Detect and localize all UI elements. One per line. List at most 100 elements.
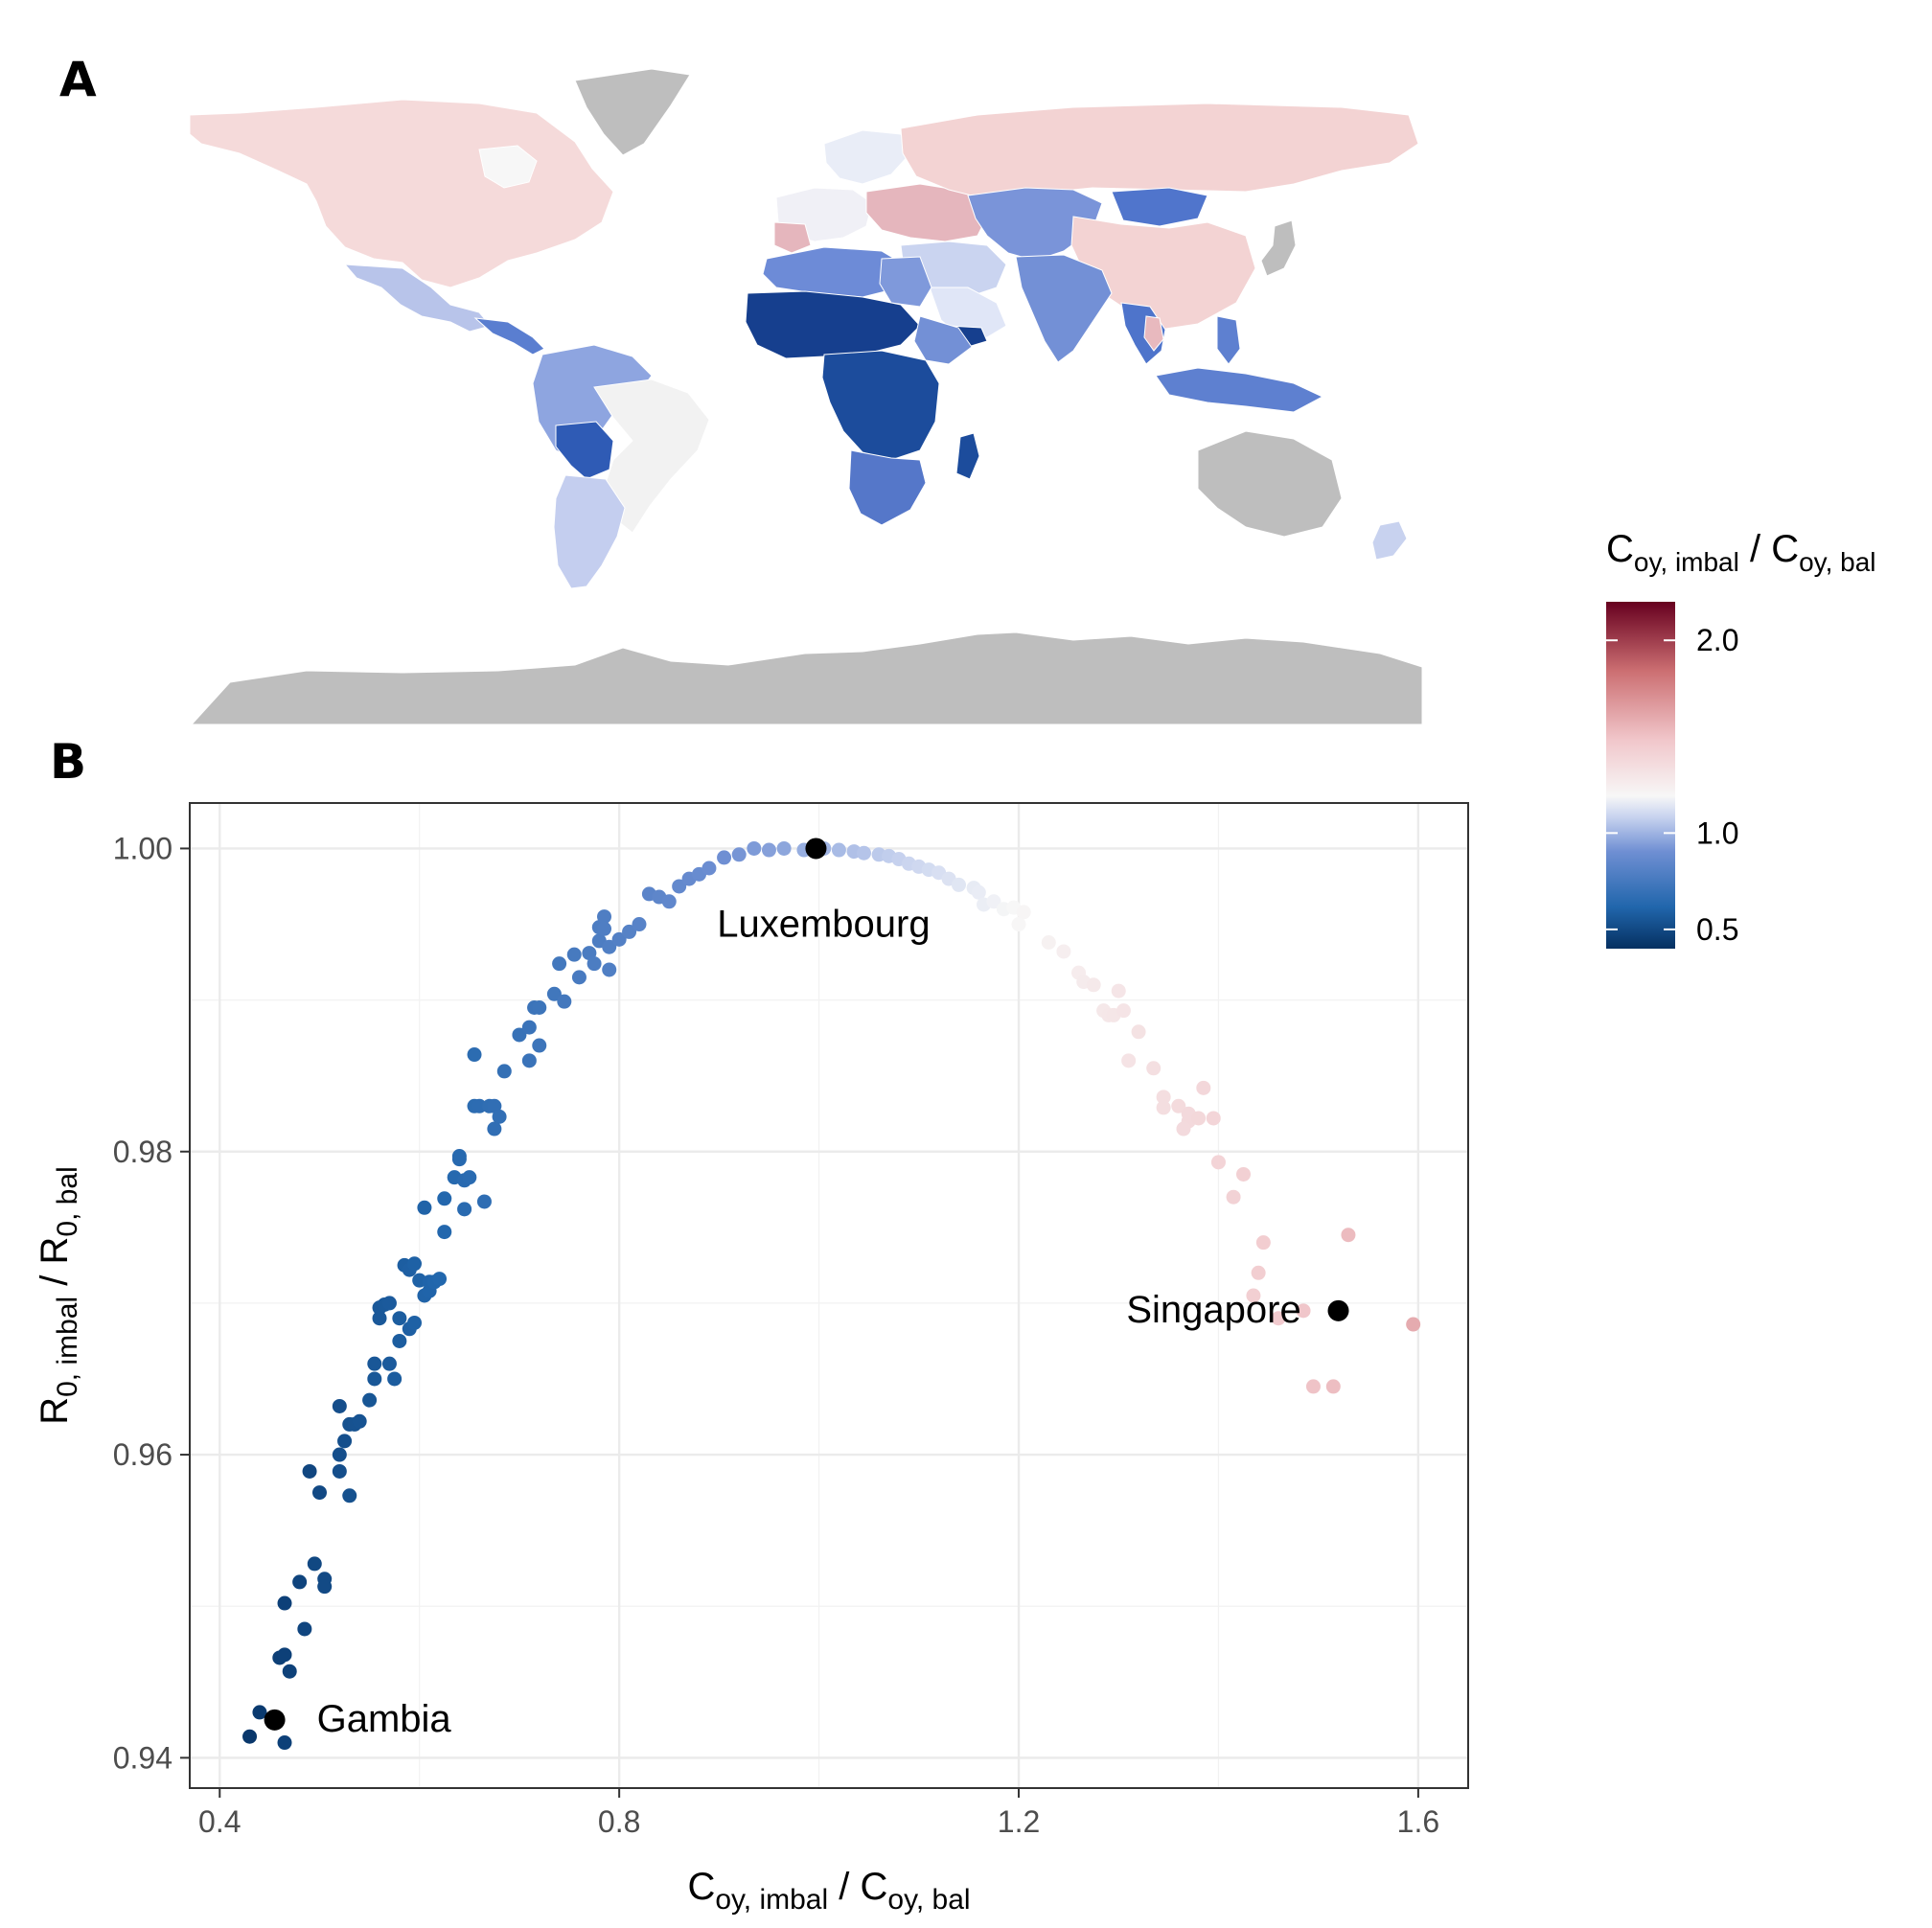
x-axis-title-sub1: oy, imbal (715, 1884, 828, 1916)
data-point (362, 1392, 378, 1408)
x-tick-label: 1.2 (998, 1804, 1040, 1839)
data-point (372, 1311, 387, 1326)
data-point (597, 921, 612, 936)
data-point (731, 847, 747, 862)
data-point (406, 1256, 422, 1272)
data-point (532, 1000, 547, 1016)
data-point (381, 1356, 397, 1371)
data-point (432, 1272, 448, 1287)
map-region-philippines (1216, 315, 1241, 365)
data-point (451, 1152, 467, 1167)
data-point (392, 1333, 407, 1348)
map-region-mexico (343, 264, 492, 333)
map-region-bolivia (555, 421, 614, 480)
panel-b-label: B (50, 734, 86, 790)
data-point (406, 1315, 422, 1330)
map-region-egypt (879, 256, 932, 308)
x-axis-title-main: C (687, 1866, 715, 1908)
y-axis-title-sub2: 0, bal (52, 1166, 83, 1236)
map-region-indonesia (1155, 367, 1324, 413)
map-region-scandinavia (823, 129, 911, 185)
data-point (1016, 905, 1031, 920)
scatter-plot: Gambia Luxembourg Singapore 0.4 0.8 1.2 1.6 0… (34, 802, 1469, 1916)
data-point (487, 1121, 502, 1136)
data-point (546, 986, 562, 1001)
data-point (282, 1664, 297, 1679)
color-legend: Coy, imbal / Coy, bal 2.0 1.0 0.5 (1606, 528, 1876, 949)
data-point (552, 956, 567, 972)
y-tick-label: 0.96 (113, 1437, 172, 1472)
data-point (1251, 1265, 1266, 1280)
data-point (521, 1020, 537, 1035)
data-point (521, 1053, 537, 1068)
data-point (242, 1729, 258, 1744)
x-tick-label: 0.4 (198, 1804, 241, 1839)
data-point (702, 861, 717, 876)
x-tick-label: 1.6 (1397, 1804, 1439, 1839)
data-points (242, 840, 1421, 1751)
map-region-south-asia (1015, 254, 1113, 363)
data-point (856, 845, 871, 861)
data-point (632, 917, 647, 932)
data-point (332, 1398, 347, 1413)
data-point (1056, 944, 1071, 959)
map-region-new-zealand (1371, 520, 1408, 561)
data-point (307, 1556, 322, 1572)
data-point (472, 1098, 487, 1113)
data-point (1116, 1003, 1131, 1019)
data-point (277, 1735, 292, 1751)
highlighted-points: Gambia Luxembourg Singapore (264, 838, 1349, 1740)
data-point (277, 1647, 292, 1663)
data-point (571, 970, 586, 985)
x-tick-label: 0.8 (598, 1804, 640, 1839)
data-point (1341, 1228, 1356, 1243)
panel-a-label: A (59, 52, 97, 107)
data-point (476, 1194, 492, 1209)
data-point (317, 1579, 333, 1595)
legend-title-main: C (1606, 528, 1634, 570)
data-point (622, 924, 637, 939)
data-point (1206, 1111, 1221, 1126)
highlight-label-luxembourg: Luxembourg (717, 903, 930, 945)
y-axis-title-slash: / R (34, 1237, 76, 1297)
data-point (602, 962, 617, 977)
y-tick-label: 0.98 (113, 1135, 172, 1169)
y-tick-label: 1.00 (113, 831, 172, 865)
data-point (352, 1413, 367, 1429)
data-point (1156, 1090, 1171, 1105)
data-point (1086, 977, 1101, 993)
data-point (387, 1371, 402, 1387)
x-axis-title-slash: / C (828, 1866, 887, 1908)
y-axis-ticks: 0.94 0.96 0.98 1.00 (113, 831, 190, 1775)
y-axis-title-sub1: 0, imbal (52, 1297, 83, 1397)
y-axis-title-main: R (34, 1397, 76, 1425)
data-point (381, 1296, 397, 1311)
data-point (761, 842, 776, 858)
map-region-north-america (189, 99, 614, 288)
data-point (951, 877, 966, 892)
legend-tick-label: 0.5 (1696, 912, 1738, 947)
map-region-north-africa (762, 246, 911, 298)
map-region-madagascar (955, 432, 980, 480)
data-point (496, 1064, 512, 1079)
data-point (332, 1463, 347, 1479)
data-point (1226, 1189, 1241, 1205)
map-region-central-america (473, 317, 545, 356)
data-point (1325, 1379, 1341, 1394)
data-point (1305, 1379, 1321, 1394)
data-point (367, 1371, 382, 1387)
data-point (297, 1621, 312, 1637)
data-point (342, 1488, 357, 1503)
data-point (672, 879, 687, 894)
data-point (566, 947, 582, 962)
data-point (747, 840, 762, 856)
data-point (512, 1027, 527, 1043)
data-point (597, 909, 612, 925)
data-point (437, 1225, 452, 1240)
map-region-brazil (593, 379, 710, 534)
data-point (462, 1170, 477, 1185)
data-point (586, 956, 602, 972)
data-point (831, 842, 846, 858)
data-point (1011, 917, 1026, 932)
map-region-hudson (478, 145, 538, 189)
